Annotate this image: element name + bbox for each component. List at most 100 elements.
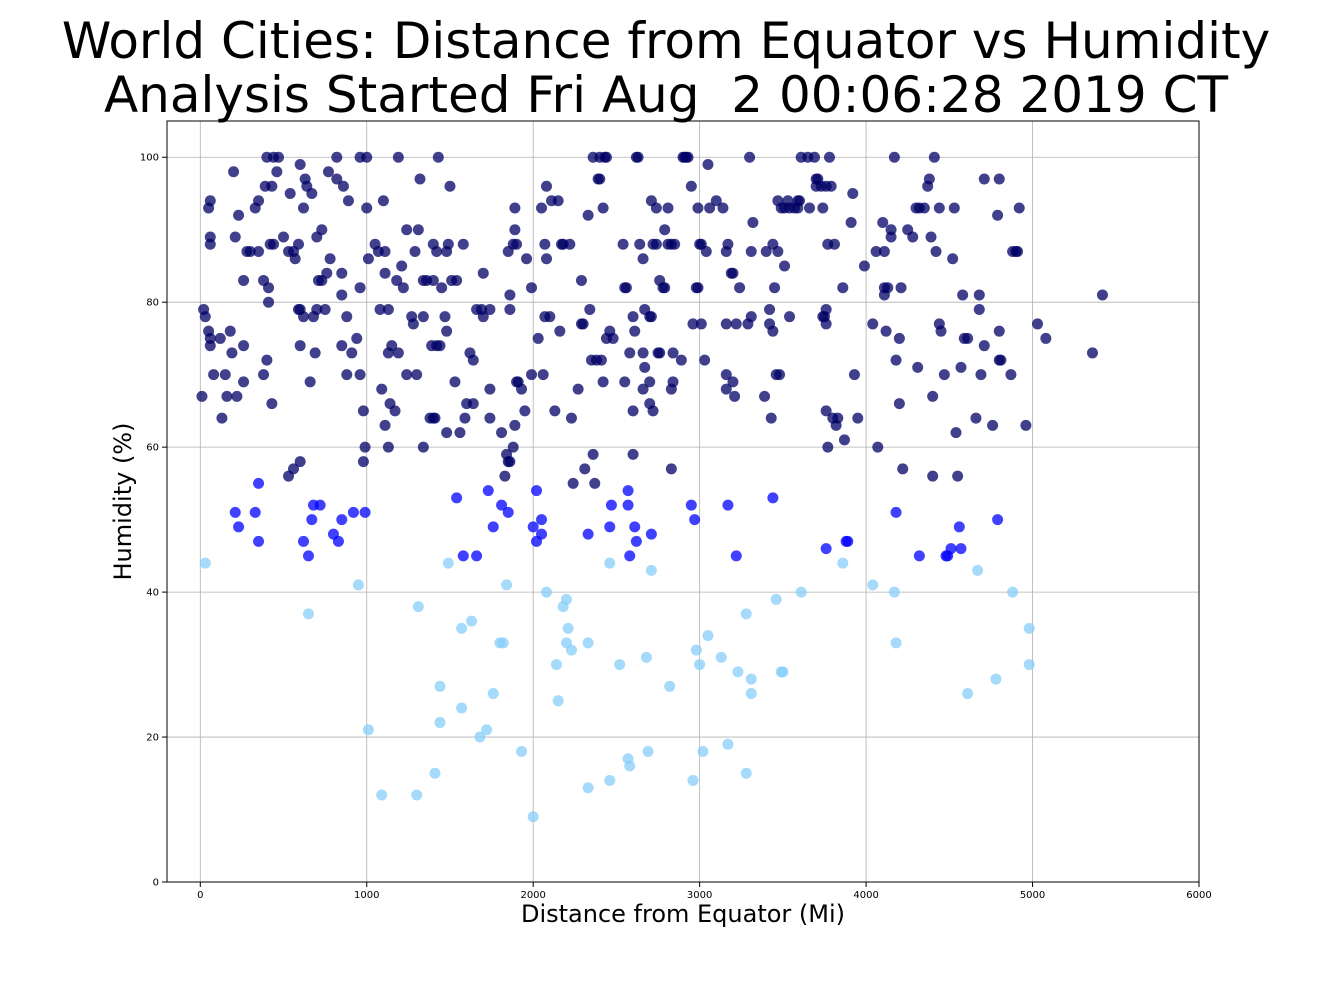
data-point	[539, 238, 551, 250]
data-point	[509, 419, 521, 431]
data-point	[496, 499, 508, 511]
data-point	[702, 630, 714, 642]
data-point	[808, 151, 820, 163]
data-point	[687, 775, 699, 787]
data-point	[499, 470, 511, 482]
data-point	[772, 245, 784, 257]
data-point	[411, 789, 423, 801]
data-point	[600, 151, 612, 163]
data-point	[457, 550, 469, 562]
data-point	[828, 238, 840, 250]
data-point	[700, 245, 712, 257]
data-point	[536, 514, 548, 526]
data-point	[885, 231, 897, 243]
data-point	[477, 267, 489, 279]
data-point	[978, 340, 990, 352]
x-tick-label: 5000	[1020, 890, 1045, 901]
data-point	[541, 253, 553, 265]
data-point	[690, 644, 702, 656]
data-point	[336, 289, 348, 301]
x-axis-label: Distance from Equator (Mi)	[521, 900, 845, 928]
data-point	[407, 318, 419, 330]
data-point	[266, 398, 278, 410]
data-point	[823, 151, 835, 163]
data-point	[978, 173, 990, 185]
data-point	[567, 477, 579, 489]
data-point	[544, 311, 556, 323]
data-point	[441, 245, 453, 257]
data-point	[451, 274, 463, 286]
data-point	[722, 499, 734, 511]
data-point	[579, 463, 591, 475]
data-point	[487, 521, 499, 533]
data-point	[377, 195, 389, 207]
y-tick-label: 40	[146, 588, 159, 599]
data-point	[504, 456, 516, 468]
data-point	[504, 303, 516, 315]
data-point	[702, 158, 714, 170]
data-point	[804, 202, 816, 214]
data-point	[1023, 659, 1035, 671]
data-point	[720, 383, 732, 395]
data-point	[560, 593, 572, 605]
data-point	[532, 332, 544, 344]
data-point	[664, 680, 676, 692]
data-point	[990, 673, 1002, 685]
data-point	[322, 166, 334, 178]
axis-ticks: 0 1000 2000 3000 4000 5000 6000 0 20 40 60 80 100	[140, 153, 1212, 901]
data-point	[376, 789, 388, 801]
data-point	[769, 282, 781, 294]
data-point	[273, 151, 285, 163]
data-point	[697, 746, 709, 758]
data-point	[263, 296, 275, 308]
data-points	[196, 151, 1108, 823]
data-point	[627, 405, 639, 417]
data-point	[745, 245, 757, 257]
data-point	[770, 593, 782, 605]
data-point	[331, 151, 343, 163]
data-point	[414, 173, 426, 185]
data-point	[620, 282, 632, 294]
data-point	[577, 318, 589, 330]
data-point	[962, 688, 974, 700]
data-point	[1013, 202, 1025, 214]
data-point	[893, 398, 905, 410]
data-point	[203, 202, 215, 214]
data-point	[842, 535, 854, 547]
data-point	[973, 289, 985, 301]
data-point	[432, 151, 444, 163]
data-point	[604, 557, 616, 569]
data-point	[271, 166, 283, 178]
data-point	[283, 470, 295, 482]
data-point	[233, 521, 245, 533]
data-point	[208, 369, 220, 381]
data-point	[214, 332, 226, 344]
data-point	[382, 303, 394, 315]
data-point	[720, 318, 732, 330]
data-point	[1096, 289, 1108, 301]
data-point	[306, 187, 318, 199]
data-point	[745, 688, 757, 700]
data-point	[972, 564, 984, 576]
data-point	[417, 311, 429, 323]
data-point	[441, 325, 453, 337]
plot-frame	[166, 120, 1200, 883]
data-point	[199, 557, 211, 569]
data-point	[640, 651, 652, 663]
data-point	[516, 746, 528, 758]
data-point	[1023, 622, 1035, 634]
data-point	[760, 245, 772, 257]
data-point	[565, 644, 577, 656]
data-point	[357, 456, 369, 468]
data-point	[890, 637, 902, 649]
data-point	[675, 354, 687, 366]
data-point	[336, 514, 348, 526]
data-point	[457, 238, 469, 250]
data-point	[582, 782, 594, 794]
data-point	[352, 579, 364, 591]
data-point	[589, 477, 601, 489]
data-point	[637, 383, 649, 395]
data-point	[456, 622, 468, 634]
data-point	[196, 390, 208, 402]
data-point	[779, 260, 791, 272]
